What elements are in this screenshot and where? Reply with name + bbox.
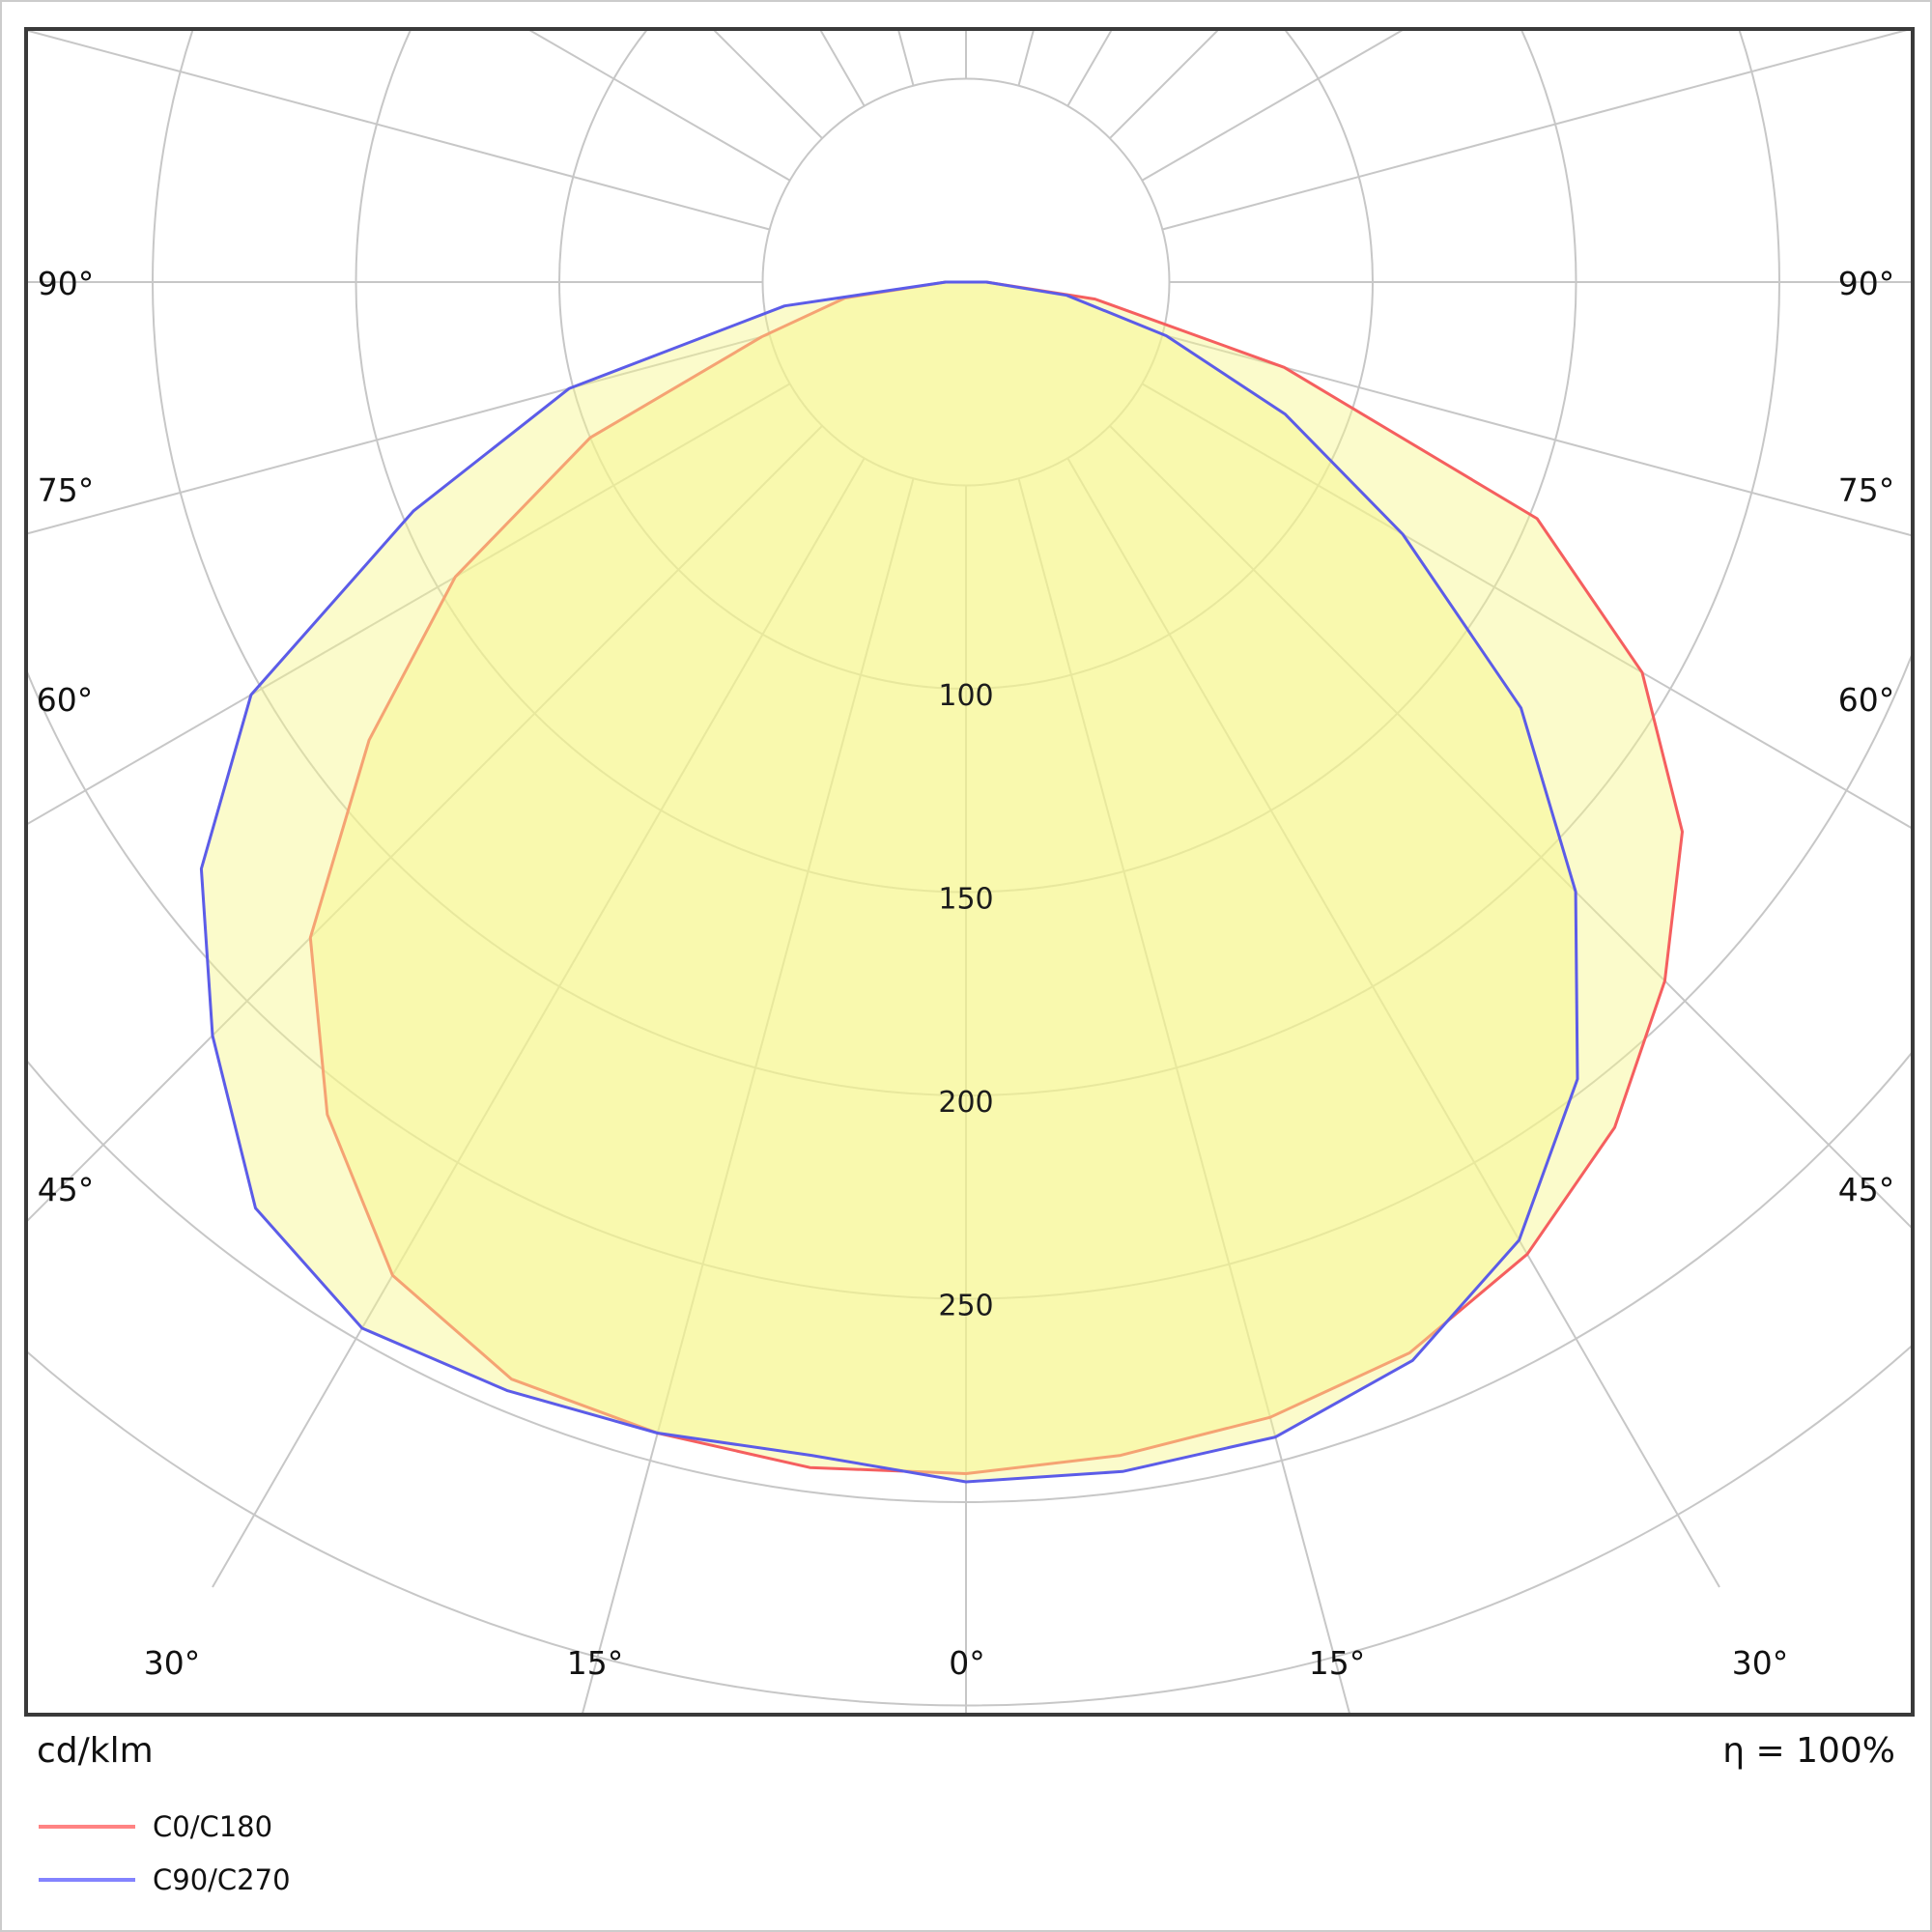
legend-item-c90-c270: C90/C270 (39, 1863, 291, 1896)
grid-spoke-75 (1162, 333, 1913, 537)
grid-spoke-150 (1066, 29, 1114, 107)
angle-label-8: 30° (144, 1644, 201, 1682)
ring-label-100: 100 (938, 679, 993, 713)
grid-spoke-240 (526, 29, 791, 182)
angle-label-7: 45° (1838, 1171, 1895, 1208)
angle-label-10: 0° (949, 1644, 985, 1682)
angle-labels: 90° 75° 60° 45° 90° 75° 60° 45° 30° 15° 0° 15° 30° (37, 265, 1895, 1682)
grid-spoke-120 (1141, 29, 1406, 182)
ring-label-150: 150 (938, 883, 993, 917)
grid-spoke-30 (1066, 457, 1720, 1588)
units-label: cd/klm (37, 1731, 154, 1771)
grid-spoke-315 (26, 425, 823, 1224)
chart-frame (24, 27, 1915, 1717)
ring-label-200: 200 (938, 1086, 993, 1120)
polar-grid (26, 29, 1913, 1715)
angle-label-3: 45° (38, 1171, 95, 1208)
grid-spoke-135 (1109, 29, 1221, 139)
curve-c0-c180 (308, 280, 1684, 1475)
legend: C0/C180 C90/C270 (39, 1810, 291, 1896)
grid-spoke-195 (896, 29, 915, 86)
legend-item-c0-c180: C0/C180 (39, 1810, 272, 1843)
grid-spoke-15 (1017, 478, 1351, 1715)
grid-spoke-345 (581, 478, 915, 1715)
angle-label-5: 75° (1838, 471, 1895, 509)
grid-spoke-210 (818, 29, 866, 107)
grid-spoke-225 (711, 29, 823, 139)
ring-labels: 100 150 200 250 (938, 679, 993, 1323)
efficiency-label: η = 100% (1722, 1731, 1895, 1771)
intensity-curves (199, 280, 1684, 1484)
angle-label-2: 60° (37, 681, 94, 719)
grid-spoke-285 (26, 333, 770, 535)
grid-spoke-60 (1141, 383, 1913, 830)
angle-label-11: 15° (1309, 1644, 1366, 1682)
legend-label-c90-c270: C90/C270 (153, 1863, 291, 1896)
grid-spoke-45 (1109, 425, 1913, 1231)
grid-spoke-165 (1017, 29, 1036, 86)
angle-label-0: 90° (38, 265, 95, 302)
grid-spoke-330 (212, 457, 866, 1588)
angle-label-6: 60° (1838, 681, 1895, 719)
angle-label-12: 30° (1732, 1644, 1789, 1682)
grid-spoke-255 (26, 29, 770, 231)
angle-label-9: 15° (567, 1644, 624, 1682)
legend-label-c0-c180: C0/C180 (153, 1810, 272, 1843)
grid-spoke-300 (26, 383, 791, 826)
angle-label-4: 90° (1838, 265, 1895, 302)
angle-label-1: 75° (38, 471, 95, 509)
grid-spoke-105 (1162, 29, 1913, 231)
curve-c90-c270 (199, 280, 1579, 1484)
ring-label-250: 250 (938, 1290, 993, 1323)
